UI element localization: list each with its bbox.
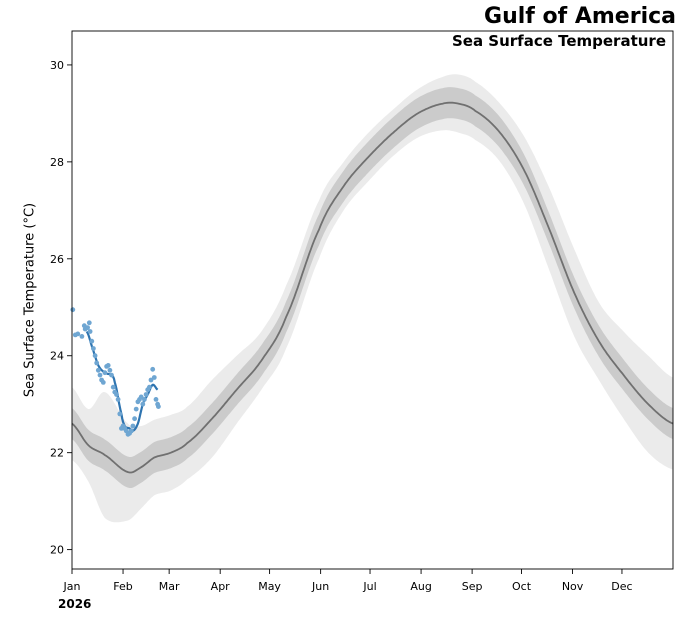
- x-tick-label: Oct: [512, 580, 532, 593]
- x-tick-label: Feb: [113, 580, 132, 593]
- plot-frame: [71, 30, 674, 570]
- daily-sst-point: [115, 397, 121, 402]
- daily-sst-point: [156, 404, 161, 409]
- daily-sst-point: [130, 423, 136, 429]
- daily-sst-point: [86, 320, 92, 326]
- daily-sst-point: [117, 411, 123, 417]
- daily-points: [70, 307, 161, 437]
- chart-title: Gulf of America: [484, 4, 676, 29]
- daily-sst-point: [79, 334, 85, 339]
- daily-sst-point: [143, 392, 149, 397]
- x-tick-label: Dec: [611, 580, 632, 593]
- daily-sst-point: [75, 331, 81, 337]
- daily-sst-point: [148, 377, 154, 383]
- y-tick-label: 22: [50, 447, 64, 460]
- y-tick-label: 20: [50, 544, 64, 557]
- climatology-mean-line: [71, 101, 674, 474]
- daily-sst-point: [92, 353, 98, 359]
- daily-sst-point: [97, 372, 103, 378]
- x-tick-label: Apr: [211, 580, 231, 593]
- x-tick-label: May: [258, 580, 281, 593]
- year-label: 2026: [58, 597, 92, 611]
- daily-sst-point: [153, 397, 159, 402]
- y-tick-label: 24: [50, 350, 64, 363]
- daily-sst-point: [105, 363, 111, 368]
- y-tick-label: 30: [50, 59, 64, 72]
- daily-sst-point: [95, 367, 101, 373]
- x-tick-label: Jan: [63, 580, 81, 593]
- x-tick-label: Jun: [311, 580, 329, 593]
- daily-sst-point: [110, 384, 116, 390]
- y-tick-label: 28: [50, 156, 64, 169]
- daily-sst-point: [147, 384, 152, 390]
- daily-sst-point: [114, 392, 119, 397]
- daily-sst-point: [128, 428, 134, 434]
- x-tick-label: Sep: [462, 580, 483, 593]
- daily-sst-point: [85, 325, 90, 330]
- daily-sst-point: [109, 372, 114, 378]
- daily-sst-point: [151, 375, 157, 380]
- inner-percentile-band: [72, 87, 673, 488]
- chart-subtitle: Sea Surface Temperature: [451, 32, 666, 50]
- x-tick-label: Mar: [159, 580, 180, 593]
- daily-sst-point: [70, 307, 76, 313]
- climatology-bands: [72, 74, 673, 523]
- daily-sst-point: [142, 397, 147, 402]
- daily-sst-point: [140, 401, 146, 407]
- daily-sst-point: [91, 346, 96, 351]
- axes: 20 22 24 26 28 30 Jan Feb Mar Apr May Jun Jul Aug Sep O…: [50, 30, 674, 593]
- daily-sst-point: [100, 380, 106, 385]
- daily-sst-point: [107, 367, 113, 373]
- daily-sst-point: [132, 416, 138, 422]
- daily-sst-point: [89, 338, 95, 344]
- daily-sst-point: [150, 366, 156, 372]
- daily-sst-point: [94, 360, 100, 366]
- x-tick-label: Aug: [410, 580, 431, 593]
- daily-sst-point: [133, 406, 139, 412]
- x-tick-label: Nov: [562, 580, 584, 593]
- y-tick-label: 26: [50, 253, 64, 266]
- x-tick-label: Jul: [362, 580, 376, 593]
- daily-sst-point: [87, 329, 93, 334]
- daily-sst-point: [102, 370, 108, 376]
